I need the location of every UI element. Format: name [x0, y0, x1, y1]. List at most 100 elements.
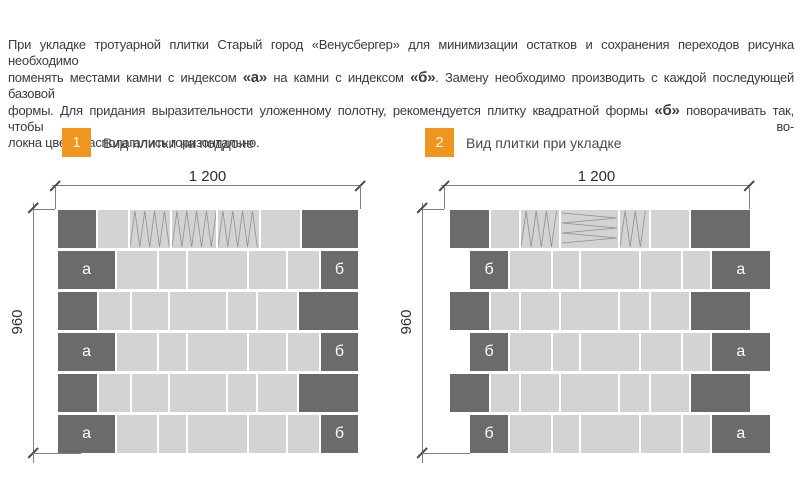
height-dimension-label: 960 [398, 309, 415, 335]
paving-tile-dark [299, 374, 358, 412]
extension-line [55, 186, 56, 209]
paving-tile-light [510, 333, 551, 371]
paving-tile-hatched-vertical [129, 210, 171, 248]
zigzag-hatch-vertical-icon [172, 210, 217, 248]
dimension-line-horizontal [441, 185, 751, 186]
paving-tile-light [117, 415, 158, 453]
tile-index-label: б [484, 343, 494, 360]
paving-row [450, 210, 750, 248]
paving-tile-dark: б [470, 333, 509, 371]
paving-tile-light [580, 415, 640, 453]
paving-tile-light [257, 292, 298, 330]
paving-tile-light [131, 374, 169, 412]
extension-line [444, 186, 445, 209]
extension-line [749, 186, 750, 209]
paving-tile-light [510, 251, 551, 289]
paving-tile-dark [58, 292, 98, 330]
paving-tile-dark: б [470, 251, 509, 289]
paving-row [58, 210, 358, 248]
paving-tile-light [287, 333, 319, 371]
tile-index-label: б [484, 425, 494, 442]
paving-tile-dark [450, 210, 489, 248]
dimension-line-horizontal [52, 185, 362, 186]
paving-tile-light [228, 292, 256, 330]
paving-tile-light [117, 333, 158, 371]
intro-text: поворачивать так, чтобы во- [8, 102, 794, 135]
paving-tile-light [248, 415, 286, 453]
paving-tile-light [287, 415, 319, 453]
paving-tile-light [490, 292, 519, 330]
paving-tile-light [159, 415, 187, 453]
paving-tile-dark [58, 374, 98, 412]
paving-tile-dark: б [320, 251, 358, 289]
paving-tile-light [159, 333, 187, 371]
paving-tile-dark: б [470, 415, 509, 453]
height-dimension-label: 960 [9, 309, 26, 335]
index-b-bold: «б» [410, 68, 436, 86]
paving-tile-dark [450, 292, 489, 330]
tile-index-label: а [736, 343, 746, 360]
width-dimension-label: 1 200 [577, 168, 616, 185]
paving-tile-light [257, 374, 298, 412]
zigzag-hatch-vertical-icon [620, 210, 646, 248]
paving-tile-dark: а [58, 415, 116, 453]
paving-tile-light [683, 251, 710, 289]
paving-tile-light [650, 292, 690, 330]
paving-tile-light [552, 251, 579, 289]
paving-tile-light [188, 333, 247, 371]
width-dimension-label: 1 200 [188, 168, 227, 185]
intro-line: поменять местами камни с индексом «а» на… [8, 68, 794, 103]
extension-line [33, 209, 55, 210]
zigzag-hatch-vertical-icon [218, 210, 259, 248]
paving-tile-light [580, 251, 640, 289]
paving-tile-light [620, 374, 649, 412]
extension-line [422, 453, 470, 454]
paving-tile-light [580, 333, 640, 371]
paving-tile-hatched-vertical [520, 210, 560, 248]
section-1-number-badge: 1 [62, 128, 91, 157]
intro-text: формы. Для придания выразительности улож… [8, 102, 655, 118]
zigzag-hatch-vertical-icon [520, 210, 557, 248]
paving-tile-light [641, 251, 682, 289]
intro-text: . Замену необходимо производить с каждой… [8, 69, 794, 102]
dimension-line-vertical [33, 203, 34, 463]
paving-row [450, 292, 750, 330]
paving-tile-light [170, 292, 227, 330]
paving-tile-light [287, 251, 319, 289]
paving-tile-light [99, 292, 130, 330]
paving-tile-light [552, 333, 579, 371]
paving-tile-light [650, 210, 690, 248]
paving-tile-light [641, 415, 682, 453]
paving-tile-light [188, 251, 247, 289]
tile-index-label: а [82, 261, 92, 278]
section-2-title: Вид плитки при укладке [466, 135, 622, 151]
index-a-bold: «а» [242, 68, 268, 86]
intro-text: При укладке тротуарной плитки Старый гор… [8, 37, 794, 69]
dimension-line-vertical [422, 203, 423, 463]
paving-tile-dark: а [711, 251, 771, 289]
extension-line [33, 453, 81, 454]
index-b-bold: «б» [654, 101, 680, 119]
paving-tile-light [620, 292, 649, 330]
paving-tile-light [170, 374, 227, 412]
intro-paragraph: При укладке тротуарной плитки Старый гор… [8, 37, 794, 152]
tile-index-label: б [484, 261, 494, 278]
paving-tile-light [99, 374, 130, 412]
tile-index-label: а [736, 425, 746, 442]
paving-tile-light [683, 415, 710, 453]
tile-index-label: б [334, 261, 345, 278]
tile-index-label: а [82, 343, 92, 360]
paving-tile-light [490, 374, 519, 412]
section-1-title: Вид плитки на поддоне [103, 135, 255, 151]
zigzag-hatch-vertical-icon [129, 210, 170, 248]
paving-tile-dark [450, 374, 489, 412]
paving-tile-light [159, 251, 187, 289]
paving-tile-light [520, 374, 560, 412]
paving-tile-dark [691, 210, 750, 248]
